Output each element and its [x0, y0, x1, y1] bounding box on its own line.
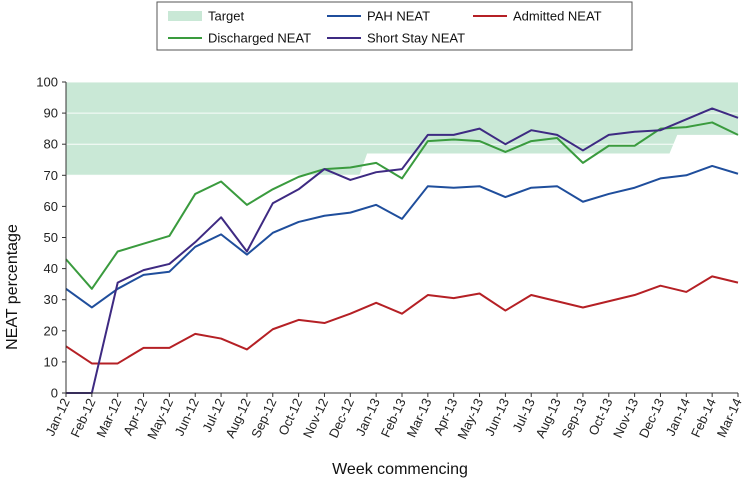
y-tick-label: 70 — [44, 168, 58, 183]
legend-frame — [156, 1, 633, 51]
legend-label-short-stay-neat: Short Stay NEAT — [367, 31, 465, 46]
x-tick-label: Jul-13 — [509, 396, 538, 434]
y-tick-label: 80 — [44, 137, 58, 152]
y-tick-label: 60 — [44, 199, 58, 214]
y-tick-label: 20 — [44, 323, 58, 338]
y-tick-label: 90 — [44, 106, 58, 121]
y-tick-label: 30 — [44, 292, 58, 307]
legend-label-discharged-neat: Discharged NEAT — [208, 31, 311, 46]
y-tick-label: 10 — [44, 354, 58, 369]
y-tick-label: 100 — [36, 75, 58, 90]
y-axis-title: NEAT percentage — [4, 224, 21, 350]
series-line-short-stay-neat — [66, 107, 739, 394]
series-line-admitted-neat — [65, 275, 739, 365]
legend-swatch-target — [168, 11, 202, 21]
series-line-discharged-neat — [65, 121, 739, 290]
x-tick-label: Jul-12 — [199, 396, 228, 434]
x-axis-title: Week commencing — [332, 461, 468, 478]
y-tick-label: 50 — [44, 230, 58, 245]
legend-label-admitted-neat: Admitted NEAT — [513, 9, 602, 24]
legend-label-target: Target — [208, 9, 245, 24]
y-tick-label: 40 — [44, 261, 58, 276]
x-tick-label: Jun-13 — [482, 396, 512, 438]
y-tick-label: 0 — [51, 386, 58, 401]
x-tick-label: Jun-12 — [172, 396, 202, 438]
legend: Target PAH NEAT Admitted NEAT Discharged NE… — [156, 1, 633, 51]
legend-label-pah-neat: PAH NEAT — [367, 9, 430, 24]
target-band — [66, 82, 738, 176]
series-line-pah-neat — [65, 164, 739, 309]
